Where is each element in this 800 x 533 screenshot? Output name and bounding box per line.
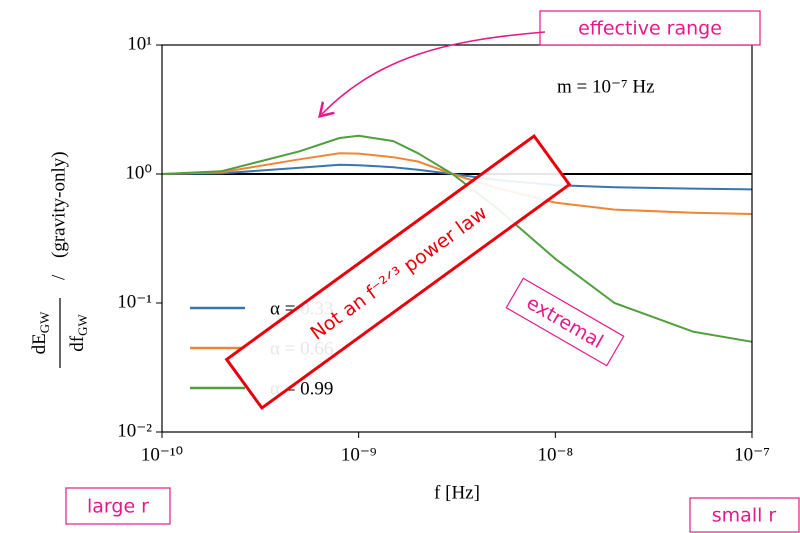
y-tick-label: 10⁰ [125,162,152,183]
y-tick-label: 10⁻² [117,420,152,441]
series-line [161,163,753,191]
x-tick-label: 10⁻⁸ [538,444,574,465]
x-tick-label: 10⁻⁷ [734,444,770,465]
y-label-den: dfGW [67,314,90,352]
extremal-tag: extremal [505,277,625,367]
x-tick-label: 10⁻¹⁰ [141,444,183,465]
plot-frame [161,44,753,433]
small-label: small r [712,505,777,527]
plot-area [156,44,753,438]
y-label-ref: (gravity-only) [48,151,69,258]
slash: / [48,274,69,280]
large-box [65,487,171,525]
large-label: large r [87,496,149,518]
extremal-box [505,277,625,367]
effective-label: effective range [578,18,722,40]
mass-label: m = 10⁻⁷ Hz [557,76,655,97]
y-tick-label: 10⁻¹ [117,291,152,312]
y-axis-label: dEGW dfGW / (gravity-only) [29,151,90,368]
series-line [161,134,753,343]
y-label-num: dEGW [29,311,52,354]
y-tick-label: 10¹ [127,33,152,54]
small-box [689,497,800,533]
arrow [322,31,546,114]
x-axis-label: f [Hz] [434,482,480,503]
effective-box [539,10,761,46]
x-tick-label: 10⁻⁹ [341,444,377,465]
stamp-label: Not an f⁻²ᐟ³ power law [307,202,492,345]
stamp: Not an f⁻²ᐟ³ power law [224,133,572,411]
series-line [161,152,753,215]
stamp-box [224,133,572,411]
